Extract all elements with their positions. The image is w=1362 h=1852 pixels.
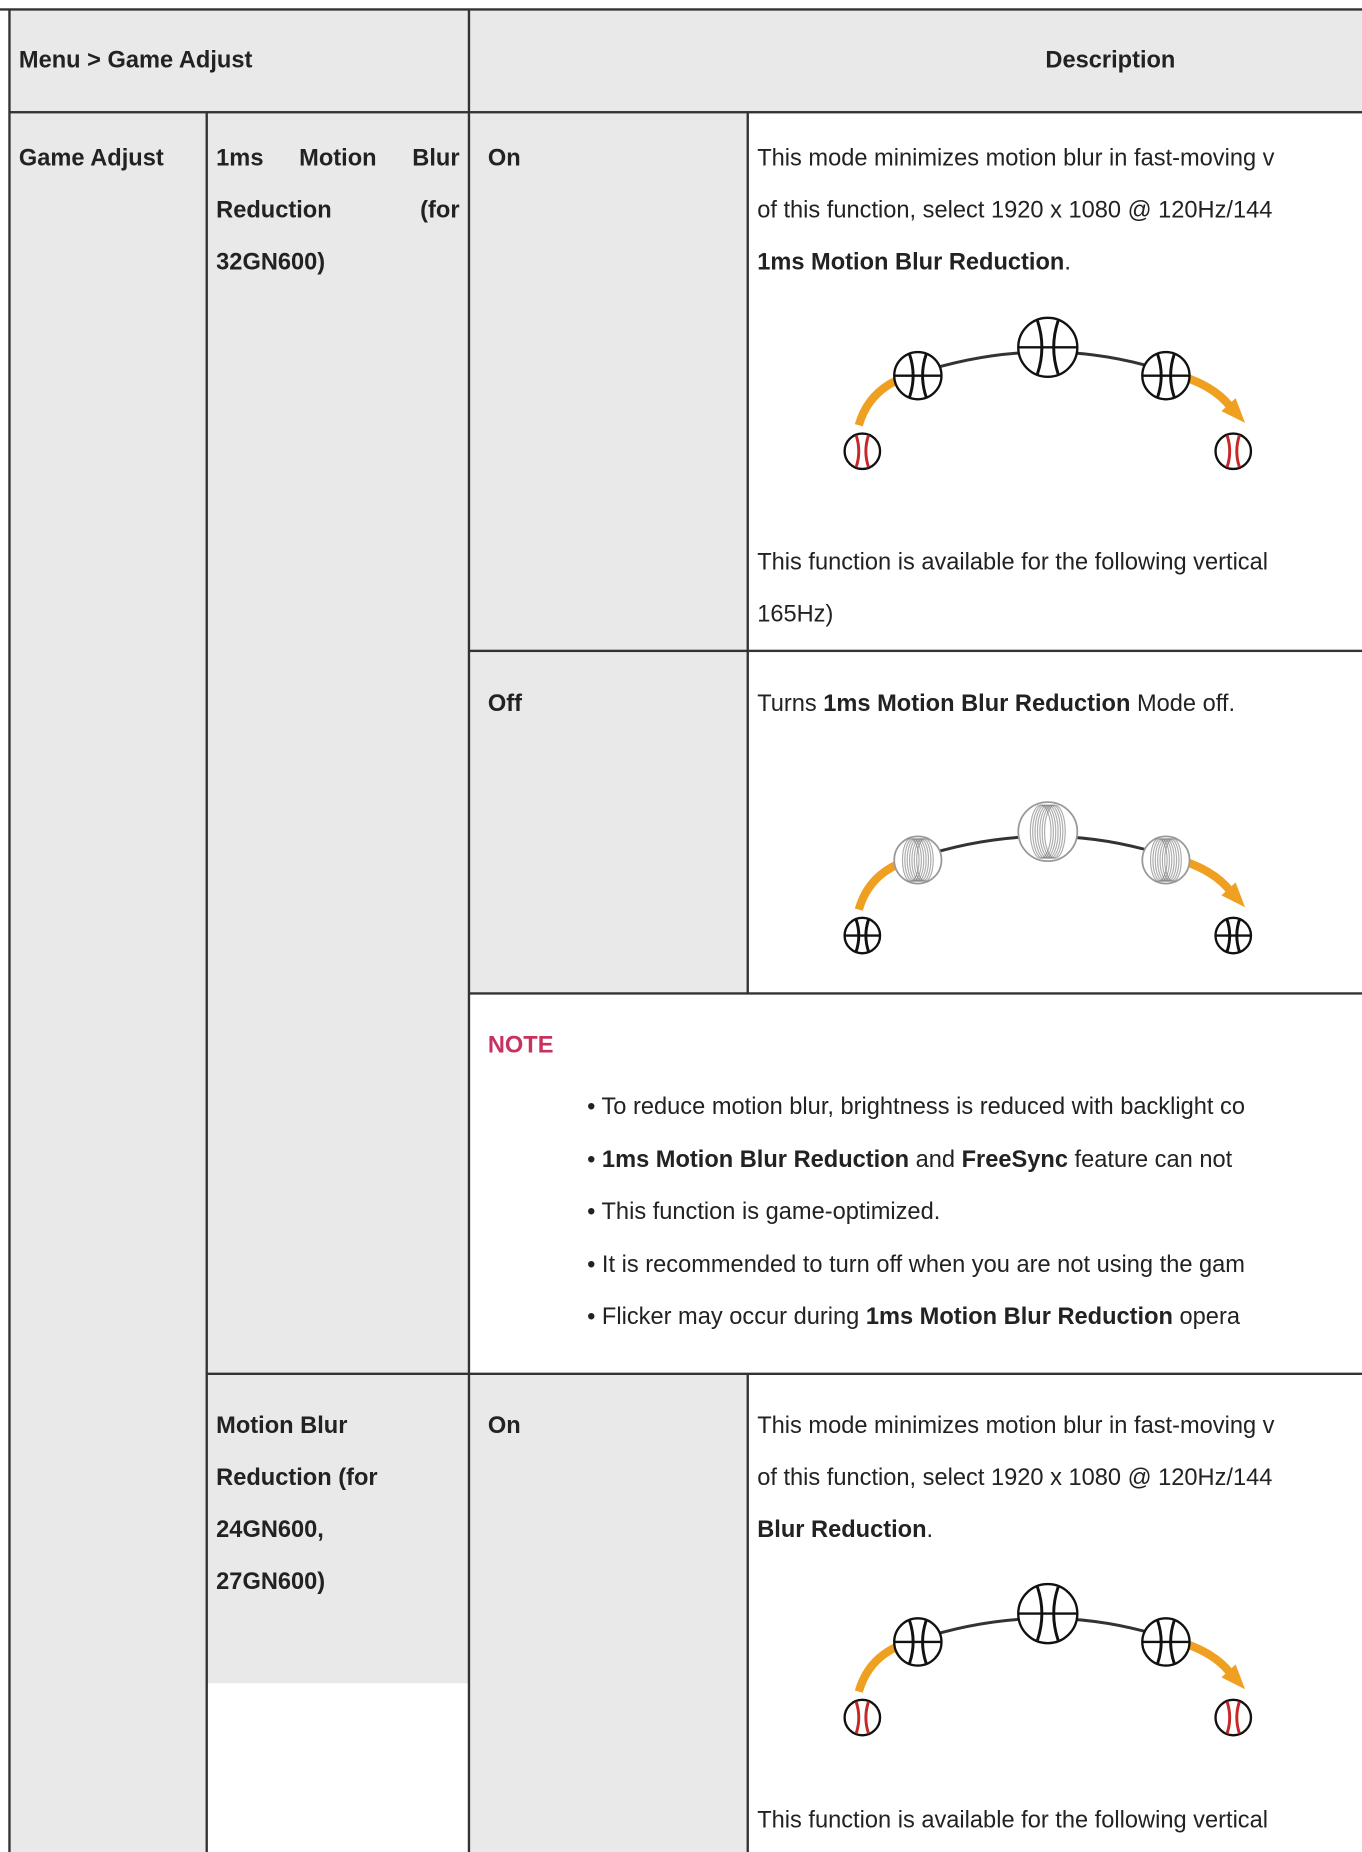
description-line: Blur Reduction. bbox=[757, 1513, 933, 1546]
description-line: 1ms Motion Blur Reduction. bbox=[757, 246, 1071, 279]
text-run: • To reduce motion blur, brightness is r… bbox=[587, 1093, 1245, 1120]
text-run: 165Hz) bbox=[757, 601, 834, 628]
illustration bbox=[843, 1582, 1253, 1737]
text-run: Blur Reduction bbox=[757, 1516, 927, 1543]
note-title: NOTE bbox=[487, 1032, 554, 1059]
text-run: opera bbox=[1172, 1304, 1240, 1331]
cell-background bbox=[9, 112, 207, 1852]
description-line: 165Hz) bbox=[757, 598, 833, 631]
header-cell: Menu > Game Adjust bbox=[18, 47, 253, 74]
border bbox=[8, 9, 11, 1852]
text-run: Turns bbox=[757, 691, 824, 718]
text-run: FreeSync bbox=[961, 1146, 1068, 1173]
note-bullet: • To reduce motion blur, brightness is r… bbox=[587, 1090, 1245, 1123]
text-run: This mode minimizes motion blur in fast-… bbox=[757, 1412, 1275, 1439]
border bbox=[9, 111, 1362, 114]
text-run: 1ms Motion Blur Reduction bbox=[601, 1146, 910, 1173]
illustration bbox=[841, 1550, 1254, 1757]
text-run: This mode minimizes motion blur in fast-… bbox=[757, 145, 1275, 172]
description-line: Turns 1ms Motion Blur Reduction Mode off… bbox=[757, 687, 1235, 720]
border bbox=[746, 1373, 749, 1852]
text-run: • It is recommended to turn off when you… bbox=[587, 1251, 1246, 1278]
cell-background bbox=[468, 1373, 748, 1852]
note-bullet: • 1ms Motion Blur Reduction and FreeSync… bbox=[587, 1143, 1232, 1176]
description-line: of this function, select 1920 x 1080 @ 1… bbox=[757, 1461, 1272, 1494]
cell-background bbox=[206, 1373, 469, 1684]
illustration bbox=[843, 316, 1253, 471]
option-name: Off bbox=[487, 691, 522, 718]
text-run: Mode off. bbox=[1130, 691, 1236, 718]
border bbox=[746, 112, 749, 994]
item-name: Motion Blur Reduction (for 24GN600, 27GN… bbox=[216, 1412, 378, 1595]
text-run: . bbox=[926, 1516, 934, 1543]
cell-background bbox=[206, 112, 469, 1374]
header-cell: Description bbox=[1045, 47, 1176, 74]
text-run: of this function, select 1920 x 1080 @ 1… bbox=[757, 1464, 1273, 1491]
border bbox=[0, 8, 1362, 11]
description-line: This mode minimizes motion blur in fast-… bbox=[757, 142, 1274, 175]
text-run: feature can not bbox=[1067, 1146, 1233, 1173]
note-bullet: • Flicker may occur during 1ms Motion Bl… bbox=[587, 1301, 1240, 1334]
menu-cell: Game Adjust bbox=[18, 145, 164, 172]
text-run: This function is available for the follo… bbox=[757, 549, 1269, 576]
text-run: . bbox=[1064, 249, 1071, 276]
item-name: 1ms Motion Blur Reduction (for 32GN600) bbox=[216, 145, 460, 276]
note-bullet: • This function is game-optimized. bbox=[587, 1195, 940, 1228]
text-run: This function is available for the follo… bbox=[757, 1807, 1269, 1834]
option-name: On bbox=[487, 145, 521, 172]
description-line: of this function, select 1920 x 1080 @ 1… bbox=[757, 194, 1272, 227]
text-run: of this function, select 1920 x 1080 @ 1… bbox=[757, 197, 1273, 224]
text-run: • Flicker may occur during bbox=[587, 1304, 866, 1331]
border bbox=[467, 9, 471, 1852]
text-run: 1ms Motion Blur Reduction bbox=[823, 691, 1131, 718]
text-run: • This function is game-optimized. bbox=[587, 1198, 941, 1225]
border bbox=[468, 992, 1362, 995]
illustration bbox=[843, 801, 1253, 955]
description-line: This mode minimizes motion blur in fast-… bbox=[757, 1409, 1274, 1442]
border bbox=[206, 1372, 1362, 1375]
text-run: 1ms Motion Blur Reduction bbox=[757, 249, 1065, 276]
border bbox=[205, 112, 208, 1852]
text-run: 1ms Motion Blur Reduction bbox=[865, 1304, 1173, 1331]
note-bullet: • It is recommended to turn off when you… bbox=[587, 1248, 1245, 1281]
cell-background bbox=[9, 9, 1362, 113]
border bbox=[468, 649, 1362, 653]
illustration bbox=[841, 768, 1254, 975]
text-run: and bbox=[909, 1146, 962, 1173]
description-line: This function is available for the follo… bbox=[757, 546, 1268, 579]
description-line: This function is available for the follo… bbox=[757, 1804, 1268, 1837]
illustration bbox=[841, 284, 1254, 491]
option-name: On bbox=[487, 1412, 521, 1439]
cell-background bbox=[468, 112, 748, 994]
text-run: • bbox=[587, 1146, 602, 1173]
